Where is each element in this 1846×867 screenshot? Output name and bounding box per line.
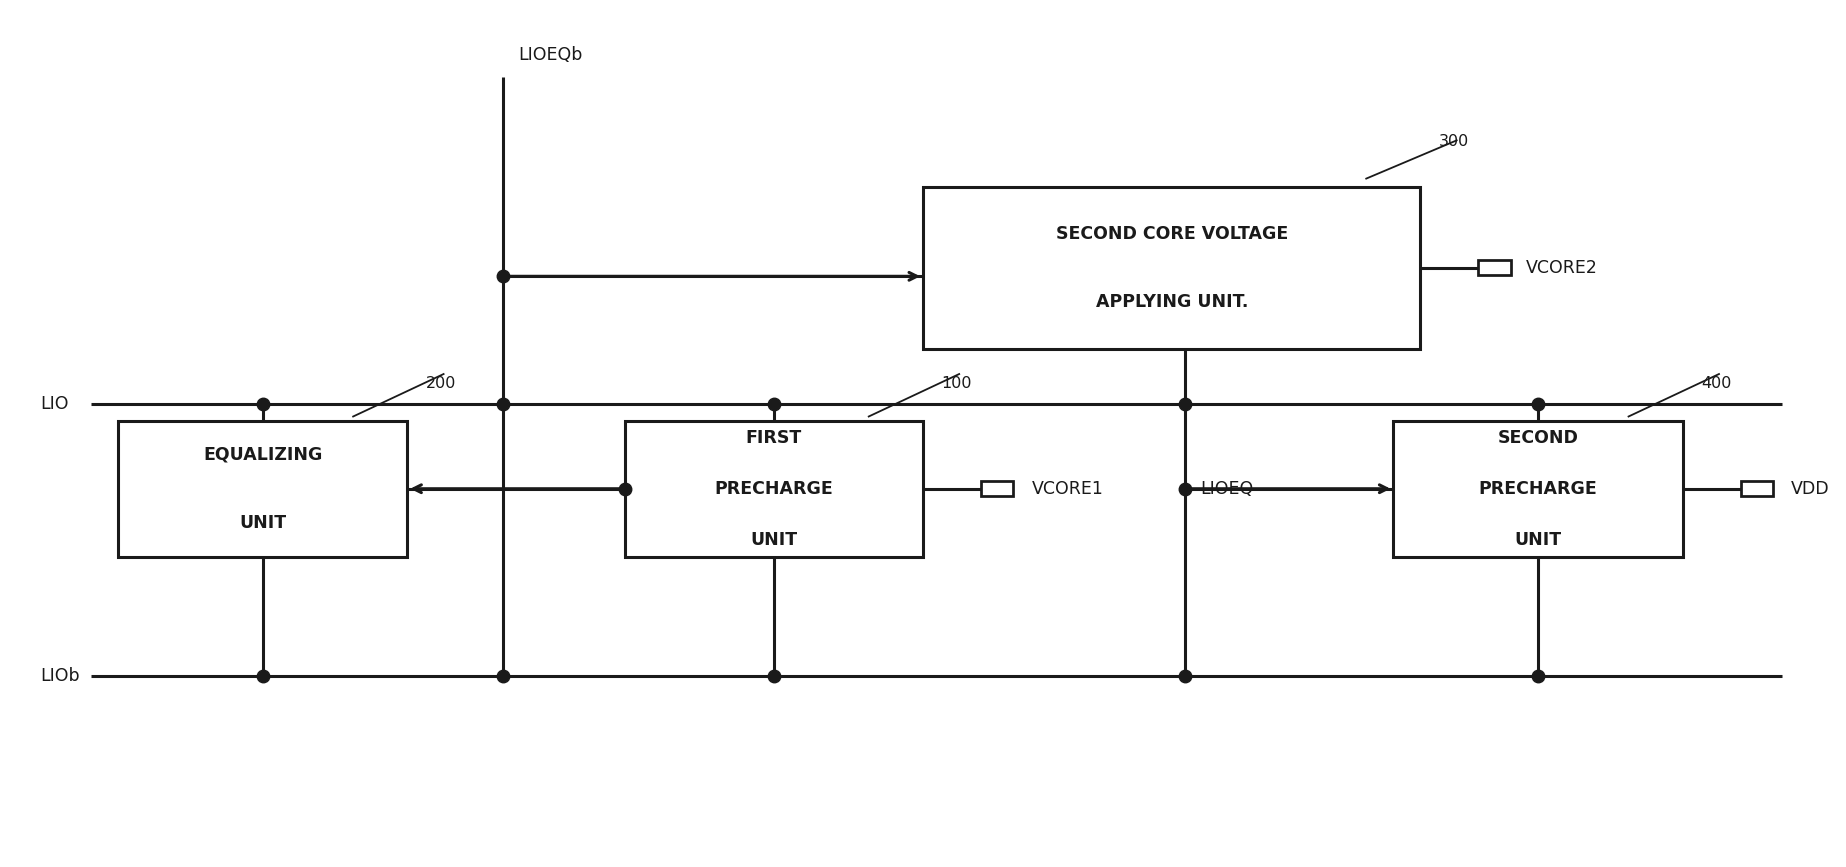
Text: UNIT: UNIT	[749, 531, 797, 549]
Bar	[118, 420, 408, 557]
Bar	[624, 420, 923, 557]
Text: FIRST: FIRST	[746, 429, 801, 447]
Text: LIOb: LIOb	[41, 667, 79, 685]
Text: VCORE2: VCORE2	[1525, 259, 1597, 277]
Text: 100: 100	[941, 376, 971, 391]
Bar	[1741, 481, 1774, 497]
Text: PRECHARGE: PRECHARGE	[714, 479, 833, 498]
Text: UNIT: UNIT	[1514, 531, 1562, 549]
Text: EQUALIZING: EQUALIZING	[203, 446, 323, 464]
Bar	[1394, 420, 1684, 557]
Text: VCORE1: VCORE1	[1032, 479, 1104, 498]
Text: LIOEQ: LIOEQ	[1200, 479, 1253, 498]
Text: 400: 400	[1700, 376, 1732, 391]
Bar	[1479, 260, 1512, 276]
Text: 200: 200	[425, 376, 456, 391]
Text: SECOND CORE VOLTAGE: SECOND CORE VOLTAGE	[1056, 225, 1289, 243]
Text: LIO: LIO	[41, 394, 68, 413]
Text: UNIT: UNIT	[240, 514, 286, 531]
Bar	[923, 187, 1421, 349]
Text: LIOEQb: LIOEQb	[517, 46, 581, 64]
Bar	[980, 481, 1013, 497]
Text: VDD: VDD	[1791, 479, 1829, 498]
Text: PRECHARGE: PRECHARGE	[1479, 479, 1597, 498]
Text: APPLYING UNIT.: APPLYING UNIT.	[1095, 293, 1248, 310]
Text: 300: 300	[1438, 134, 1469, 149]
Text: SECOND: SECOND	[1497, 429, 1578, 447]
